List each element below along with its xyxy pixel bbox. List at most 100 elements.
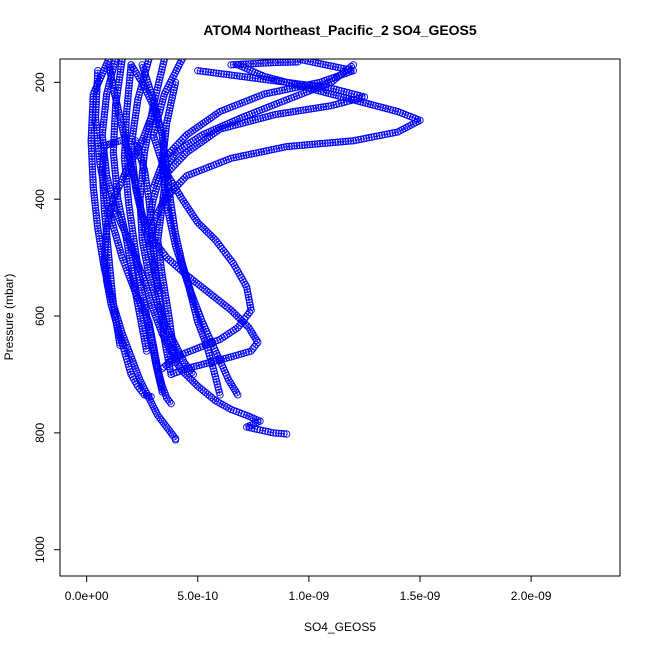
data-point [257, 148, 266, 156]
data-point [100, 113, 108, 121]
data-point [238, 72, 246, 81]
data-point [126, 74, 134, 82]
data-point [100, 207, 109, 215]
data-point [110, 303, 118, 311]
data-point [93, 219, 101, 227]
data-point [166, 219, 175, 227]
data-point [134, 263, 142, 271]
data-point [170, 83, 179, 92]
data-point [100, 141, 109, 150]
data-point [175, 139, 183, 147]
data-point [164, 355, 172, 364]
data-point [316, 83, 325, 91]
data-point [324, 84, 333, 92]
data-point [130, 282, 138, 290]
data-point [309, 82, 317, 90]
data-point [179, 152, 187, 161]
data-point [388, 129, 397, 137]
data-point [166, 216, 174, 225]
data-point [92, 121, 100, 129]
data-point [104, 246, 112, 254]
data-point [133, 98, 142, 107]
data-point [161, 338, 169, 346]
data-point [133, 101, 141, 109]
data-point [121, 231, 130, 239]
data-point [105, 261, 114, 270]
data-point [123, 107, 131, 116]
data-point [334, 63, 342, 72]
data-point [110, 128, 118, 136]
data-point [116, 68, 125, 76]
data-point [243, 423, 251, 431]
data-point [101, 217, 110, 225]
data-point [103, 235, 111, 244]
data-point [215, 385, 223, 394]
data-point [159, 60, 167, 68]
data-point [279, 109, 287, 117]
data-point [167, 99, 175, 107]
data-point [123, 236, 131, 244]
data-point [100, 199, 108, 207]
data-point [277, 78, 286, 86]
data-point [168, 335, 176, 344]
data-point [160, 333, 168, 341]
data-point [243, 283, 251, 291]
data-point [319, 103, 328, 111]
data-point [110, 159, 118, 167]
data-point [246, 301, 254, 309]
data-point [89, 183, 97, 192]
data-point [108, 285, 116, 293]
data-point [92, 95, 101, 103]
data-point [158, 131, 166, 139]
data-point [339, 138, 347, 146]
data-point [92, 100, 100, 109]
data-point [165, 398, 174, 406]
data-point [141, 339, 149, 348]
data-point [311, 82, 320, 90]
data-point [245, 324, 253, 332]
data-point [88, 157, 96, 166]
data-point [169, 91, 177, 99]
data-point [93, 129, 101, 137]
data-point [262, 75, 270, 84]
data-point [241, 73, 249, 81]
data-point [134, 266, 143, 274]
data-point [254, 74, 262, 83]
data-point [110, 122, 119, 131]
x-tick-label: 1.0e-09 [289, 589, 330, 603]
data-point [132, 253, 141, 261]
data-point [100, 110, 109, 119]
data-point [294, 107, 302, 115]
data-point [378, 131, 386, 139]
data-point [158, 65, 166, 74]
data-point [128, 224, 136, 233]
data-point [391, 128, 399, 137]
data-point [132, 292, 140, 300]
data-point [142, 176, 150, 185]
data-point [92, 211, 101, 220]
data-point [157, 261, 165, 269]
data-point [101, 209, 109, 218]
data-point [128, 272, 137, 280]
data-point [88, 150, 96, 158]
data-point [146, 213, 155, 222]
data-point [157, 68, 166, 76]
data-point [311, 140, 319, 148]
data-point [272, 429, 280, 437]
data-point [288, 142, 296, 150]
data-point [124, 87, 133, 95]
data-point [131, 111, 140, 120]
data-point [111, 59, 120, 63]
data-point [171, 239, 179, 248]
data-point [144, 192, 153, 201]
data-point [157, 313, 166, 321]
data-point [173, 181, 182, 190]
data-point [158, 271, 166, 279]
x-tick-label: 0.0e+00 [65, 589, 109, 603]
data-point [156, 73, 164, 81]
data-point [92, 124, 101, 132]
data-point [177, 154, 185, 162]
data-point [394, 128, 402, 136]
data-point [91, 204, 100, 212]
data-point [171, 436, 180, 444]
